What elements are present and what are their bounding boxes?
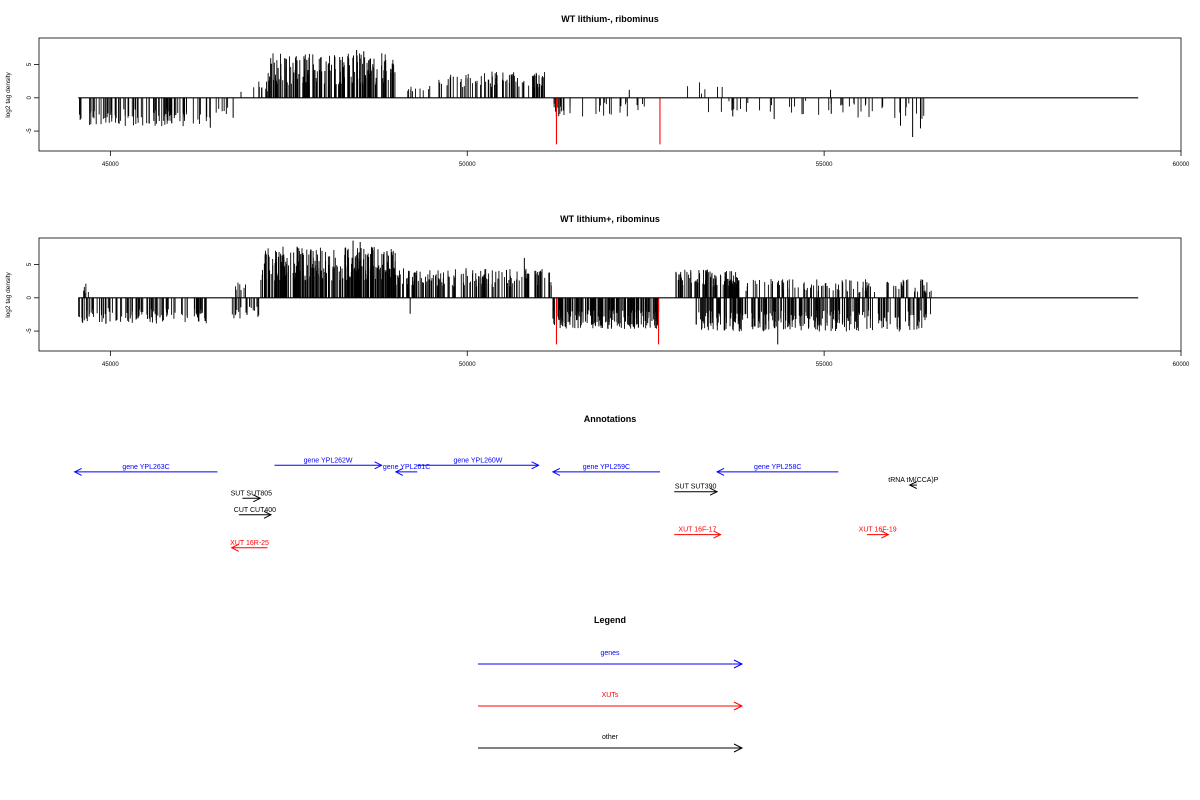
annotation-features: gene YPL263C gene YPL262W gene YPL261C gene… — [73, 457, 939, 552]
feature-arrow-head — [709, 487, 719, 496]
x-tick-label: 60000 — [1173, 162, 1190, 168]
feature-label: gene YPL260W — [453, 457, 502, 464]
legend-items: genes XUTs other — [478, 650, 744, 753]
panel-2-marks — [78, 240, 932, 345]
feature-label: tRNA tM(CCA)P — [888, 477, 939, 484]
feature-label: XUT 16F-19 — [859, 527, 897, 534]
feature-arrow-head — [263, 510, 273, 519]
feature-arrow-head — [715, 467, 725, 476]
feature-arrow-head — [551, 467, 561, 476]
feature-arrow-head — [394, 467, 404, 476]
feature-label: XUT 16R-25 — [230, 540, 269, 547]
y-tick-label: 5 — [27, 62, 33, 66]
feature-label: gene YPL261C — [383, 464, 430, 471]
feature-arrow-head — [253, 494, 262, 503]
panel-1-frame — [38, 37, 1182, 152]
feature-arrow-head — [713, 530, 722, 539]
panel-2-x-axis: 45000 50000 55000 60000 — [102, 351, 1190, 368]
panel-1-marks — [78, 49, 925, 145]
x-tick-label: 45000 — [102, 362, 119, 368]
panel-1-title: WT lithium-, ribominus — [561, 14, 659, 24]
legend-arrow-head — [733, 743, 744, 753]
legend-arrow-head — [733, 659, 744, 669]
feature-label: SUT SUT805 — [231, 490, 273, 497]
panel-1-y-axis: -5 0 5 — [27, 62, 39, 134]
legend-title: Legend — [594, 615, 626, 625]
panel-1-x-axis: 45000 50000 55000 60000 — [102, 151, 1190, 168]
feature-arrow-head — [374, 461, 383, 470]
panel-2-frame — [38, 237, 1182, 352]
feature-label: gene YPL258C — [754, 464, 801, 471]
feature-label: gene YPL262W — [304, 457, 353, 464]
feature-label: XUT 16F-17 — [678, 527, 716, 534]
x-tick-label: 55000 — [816, 362, 833, 368]
y-tick-label: -5 — [27, 328, 33, 334]
legend-label: XUTs — [602, 692, 619, 699]
panel-1-ylabel: log2 tag density — [5, 71, 12, 117]
legend-label: genes — [600, 650, 620, 657]
feature-arrow-head — [908, 481, 917, 490]
feature-arrow-head — [881, 530, 890, 539]
x-tick-label: 50000 — [459, 162, 476, 168]
legend-arrow-head — [733, 701, 744, 711]
annotations-title: Annotations — [584, 414, 637, 424]
feature-arrow-head — [230, 543, 239, 552]
panel-2: WT lithium+, ribominus 45000 50000 55000 60… — [5, 214, 1190, 368]
feature-arrow-head — [73, 467, 82, 476]
feature-arrow-head — [531, 461, 540, 470]
panel-2-y-axis: -5 0 5 — [27, 262, 39, 334]
x-tick-label: 55000 — [816, 162, 833, 168]
x-tick-label: 50000 — [459, 362, 476, 368]
x-tick-label: 45000 — [102, 162, 119, 168]
feature-label: SUT SUT390 — [675, 484, 717, 491]
feature-label: gene YPL259C — [583, 464, 630, 471]
x-tick-label: 60000 — [1173, 362, 1190, 368]
panel-2-ylabel: log2 tag density — [5, 271, 12, 317]
legend-label: other — [602, 734, 619, 741]
panel-1: WT lithium-, ribominus 45000 50000 55000 60… — [5, 14, 1190, 168]
y-tick-label: 0 — [27, 95, 33, 99]
legend-panel: Legend genes XUTs other — [478, 615, 744, 753]
feature-label: CUT CUT400 — [234, 507, 276, 514]
y-tick-label: 5 — [27, 262, 33, 266]
feature-label: gene YPL263C — [122, 464, 169, 471]
y-tick-label: -5 — [27, 128, 33, 134]
y-tick-label: 0 — [27, 295, 33, 299]
panel-2-title: WT lithium+, ribominus — [560, 214, 660, 224]
